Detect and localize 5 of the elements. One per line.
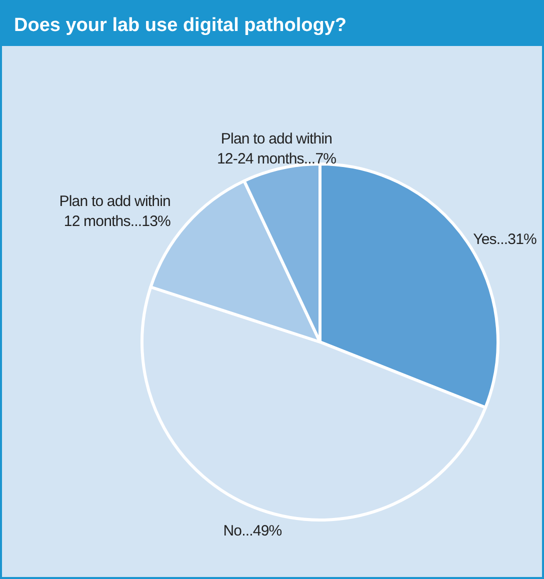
slice-label: Yes...31% [473, 230, 537, 248]
slice-label: Plan to add within 12-24 months...7% [216, 130, 336, 168]
chart-title: Does your lab use digital pathology? [14, 15, 347, 36]
slice-label: Plan to add within 12 months...13% [59, 193, 171, 230]
slice-label: No...49% [223, 522, 282, 540]
